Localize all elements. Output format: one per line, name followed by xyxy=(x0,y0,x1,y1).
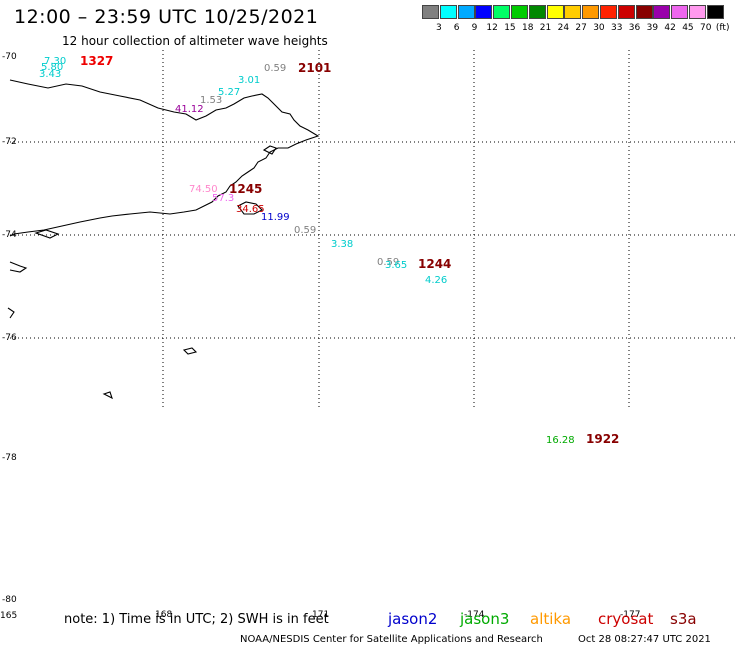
wave-height-value: 4.26 xyxy=(425,275,447,286)
map-subtitle: 12 hour collection of altimeter wave hei… xyxy=(62,34,328,48)
footer-note: note: 1) Time is in UTC; 2) SWH is in fe… xyxy=(64,612,329,627)
scale-label: 36 xyxy=(628,23,641,33)
scale-swatch xyxy=(635,5,653,19)
scale-label: 30 xyxy=(593,23,605,33)
wave-height-value: 5.80 xyxy=(41,62,63,73)
scale-label: 45 xyxy=(682,23,694,33)
latitude-label: -76 xyxy=(2,333,17,343)
pass-time-label: 1245 xyxy=(229,182,262,196)
scale-units: (ft) xyxy=(715,23,730,33)
scale-swatch xyxy=(564,5,582,19)
scale-label: 6 xyxy=(453,23,460,33)
generated-timestamp: Oct 28 08:27:47 UTC 2021 xyxy=(578,634,711,645)
scale-swatch xyxy=(475,5,493,19)
wave-height-value: 11.99 xyxy=(261,212,290,223)
scale-label: 12 xyxy=(486,23,498,33)
legend-jason2: jason2 xyxy=(388,610,438,628)
scale-label: 33 xyxy=(611,23,623,33)
longitude-label: -177 xyxy=(620,610,640,620)
scale-swatch xyxy=(689,5,706,19)
wave-height-value: 41.12 xyxy=(175,104,204,115)
scale-swatch xyxy=(600,5,617,19)
wave-height-value: 16.28 xyxy=(546,435,575,446)
scale-swatch xyxy=(653,5,671,19)
longitude-label: 171 xyxy=(312,610,329,620)
pass-time-label: 1922 xyxy=(586,432,619,446)
longitude-label: -174 xyxy=(464,610,485,620)
wave-height-value: 3.01 xyxy=(238,75,260,86)
graticule xyxy=(10,50,735,408)
legend-jason3: jason3 xyxy=(460,610,510,628)
wave-height-value: 7.30 xyxy=(44,56,66,67)
wave-height-value: 3.43 xyxy=(39,69,61,80)
map-title: 12:00 – 23:59 UTC 10/25/2021 xyxy=(14,6,319,28)
legend-altika: altika xyxy=(530,610,572,628)
scale-swatch xyxy=(546,5,564,19)
wave-height-value: 74.50 xyxy=(189,184,218,195)
scale-label: 42 xyxy=(664,23,676,33)
scale-label: 70 xyxy=(700,23,712,33)
wave-height-value: 5.27 xyxy=(218,87,240,98)
scale-label: 3 xyxy=(436,23,442,33)
scale-swatch xyxy=(706,5,724,19)
wave-height-value: 0.59 xyxy=(264,63,286,74)
wave-height-value: 3.38 xyxy=(331,239,353,250)
latitude-label: -70 xyxy=(2,52,17,62)
scale-swatch xyxy=(528,5,546,19)
latitude-label: -80 xyxy=(2,595,17,605)
latitude-label: -74 xyxy=(2,230,17,240)
scale-label: 18 xyxy=(522,23,534,33)
legend-s3a: s3a xyxy=(670,610,697,628)
wave-height-value: 0.59 xyxy=(294,225,316,236)
latitude-label: -78 xyxy=(2,453,17,463)
scale-label: 27 xyxy=(575,23,587,33)
scale-label: 15 xyxy=(504,23,516,33)
credit-line: NOAA/NESDIS Center for Satellite Applica… xyxy=(240,634,543,645)
scale-label: 24 xyxy=(557,23,570,33)
scale-label: 21 xyxy=(539,23,552,33)
pass-time-labels: 1327 2101 1245 1244 1922 xyxy=(80,54,619,446)
longitude-label: 168 xyxy=(155,610,172,620)
scale-swatch xyxy=(493,5,511,19)
coastline xyxy=(7,79,320,400)
wave-height-value: 0.59 xyxy=(377,257,399,268)
wave-height-value: 1.53 xyxy=(200,95,222,106)
latitude-labels: -70 -72 -74 -76 -78 -80 xyxy=(2,52,17,605)
wave-height-value: 34.65 xyxy=(236,204,265,215)
scale-swatch xyxy=(511,5,528,19)
scale-swatch xyxy=(422,5,439,19)
latitude-label: -72 xyxy=(2,137,17,147)
scale-swatch xyxy=(439,5,457,19)
pass-time-label: 1244 xyxy=(418,257,451,271)
longitude-labels: 165 168 171 -174 -177 xyxy=(0,610,640,621)
wave-height-value: 57.3 xyxy=(212,193,234,204)
longitude-label: 165 xyxy=(0,611,17,621)
scale-label: 39 xyxy=(646,23,659,33)
scale-swatch xyxy=(671,5,689,19)
scale-swatch xyxy=(617,5,635,19)
wave-height-value: 3.65 xyxy=(385,260,407,271)
legend-cryosat: cryosat xyxy=(598,610,654,628)
scale-label: 9 xyxy=(471,23,478,33)
scale-swatch xyxy=(582,5,600,19)
pass-time-label: 2101 xyxy=(298,61,331,75)
pass-time-label: 1327 xyxy=(80,54,113,68)
scale-swatch xyxy=(457,5,475,19)
